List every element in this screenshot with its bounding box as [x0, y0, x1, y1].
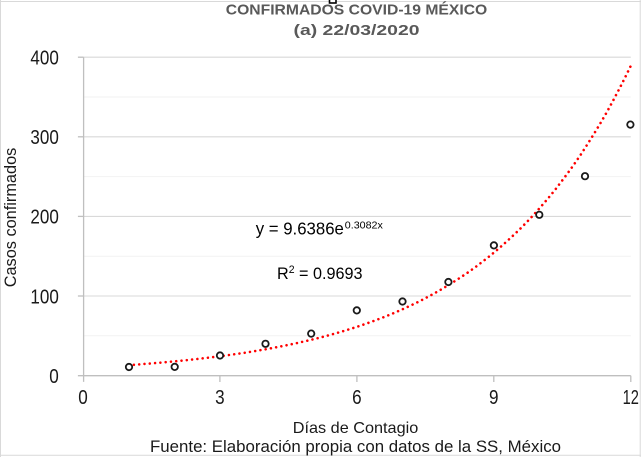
svg-text:Fuente: Elaboración propia con: Fuente: Elaboración propia con datos de … — [150, 437, 561, 456]
svg-text:3: 3 — [215, 387, 225, 409]
svg-text:CONFIRMADOS COVID-19 MÉXICO: CONFIRMADOS COVID-19 MÉXICO — [226, 2, 488, 19]
svg-text:12: 12 — [623, 387, 639, 409]
svg-text:9: 9 — [489, 387, 499, 409]
svg-text:y = 9.6386e: y = 9.6386e — [256, 218, 344, 238]
svg-text:Casos confirmados: Casos confirmados — [1, 148, 20, 288]
svg-text:400: 400 — [30, 48, 58, 70]
svg-text:0: 0 — [49, 366, 59, 388]
svg-text:Días de Contagio: Días de Contagio — [293, 420, 419, 437]
svg-text:100: 100 — [30, 286, 58, 308]
svg-text:200: 200 — [30, 207, 58, 229]
svg-text:0: 0 — [78, 387, 88, 409]
svg-text:R2 = 0.9693: R2 = 0.9693 — [277, 264, 363, 283]
svg-text:6: 6 — [352, 387, 362, 409]
svg-text:0.3082x: 0.3082x — [345, 220, 384, 232]
svg-text:300: 300 — [30, 127, 58, 149]
svg-text:(a) 22/03/2020: (a) 22/03/2020 — [294, 22, 420, 39]
